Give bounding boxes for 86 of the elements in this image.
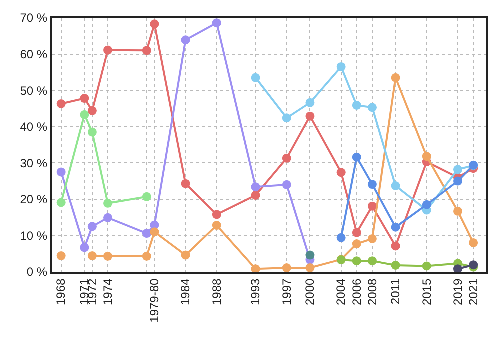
- x-tick-label: 1979-80: [148, 278, 162, 323]
- point: [56, 252, 66, 261]
- point: [352, 256, 362, 266]
- point: [80, 243, 90, 252]
- y-tick-label: 0 %: [26, 265, 48, 280]
- point: [150, 20, 160, 29]
- x-tick-label: 2011: [388, 278, 403, 305]
- point: [251, 190, 260, 200]
- point: [454, 165, 462, 174]
- point: [352, 152, 362, 162]
- y-tick-label: 10 %: [20, 228, 48, 243]
- x-tick-label: 2006: [350, 278, 364, 306]
- point: [104, 252, 112, 261]
- point: [56, 168, 66, 177]
- point: [391, 73, 400, 82]
- point: [212, 210, 222, 220]
- point: [282, 264, 292, 273]
- y-tick-label: 40 %: [20, 120, 48, 134]
- point: [104, 213, 112, 222]
- x-tick-label: 1993: [248, 278, 263, 306]
- point: [88, 106, 97, 116]
- x-tick-label: 1974: [100, 278, 115, 306]
- point: [391, 182, 400, 190]
- point: [181, 250, 190, 260]
- point: [80, 94, 90, 104]
- x-tick-label: 2008: [365, 278, 380, 306]
- y-tick-label: 50 %: [20, 84, 48, 98]
- point: [469, 238, 478, 248]
- point: [212, 18, 222, 28]
- point: [368, 180, 377, 190]
- point: [336, 62, 346, 72]
- point: [88, 252, 97, 261]
- point: [352, 100, 362, 110]
- x-tick-label: 2021: [466, 278, 480, 306]
- point: [306, 98, 315, 108]
- x-tick-label: 1997: [280, 278, 294, 306]
- point: [282, 180, 292, 190]
- y-tick-label: 30 %: [20, 156, 48, 170]
- point: [104, 46, 112, 55]
- point: [391, 222, 400, 232]
- point: [181, 179, 190, 188]
- point: [88, 222, 97, 232]
- point: [251, 182, 260, 192]
- point: [306, 112, 315, 121]
- point: [454, 176, 462, 186]
- x-tick-label: 2004: [334, 278, 348, 306]
- point: [422, 152, 432, 162]
- point: [142, 192, 152, 202]
- point: [282, 154, 292, 163]
- point: [454, 206, 462, 216]
- point: [150, 228, 160, 237]
- point: [391, 260, 400, 270]
- point: [142, 252, 152, 261]
- point: [56, 198, 66, 208]
- point: [142, 229, 152, 238]
- x-tick-label: 2015: [420, 278, 434, 306]
- point: [336, 168, 346, 178]
- point: [80, 110, 90, 120]
- x-tick-label: 1968: [54, 278, 68, 306]
- point: [368, 234, 377, 244]
- point: [142, 46, 152, 56]
- point: [282, 114, 292, 123]
- point: [181, 36, 190, 45]
- x-tick-label: 2019: [450, 278, 465, 306]
- point: [352, 228, 362, 238]
- x-tick-label: 2000: [303, 278, 318, 306]
- point: [306, 264, 315, 273]
- point: [212, 221, 222, 230]
- x-tick-label: 1988: [210, 278, 224, 306]
- point: [368, 256, 377, 266]
- point: [104, 198, 112, 208]
- point: [88, 128, 97, 137]
- point: [336, 233, 346, 242]
- point: [368, 103, 377, 112]
- y-tick-label: 20 %: [20, 192, 48, 207]
- point: [422, 262, 432, 271]
- point: [391, 242, 400, 251]
- y-tick-label: 60 %: [20, 47, 48, 62]
- y-tick-label: 70 %: [20, 11, 48, 26]
- point: [251, 73, 260, 82]
- point: [352, 240, 362, 249]
- point: [306, 250, 315, 260]
- point: [56, 100, 66, 108]
- x-tick-label: 1984: [178, 278, 193, 306]
- point: [422, 200, 432, 210]
- point: [368, 202, 377, 211]
